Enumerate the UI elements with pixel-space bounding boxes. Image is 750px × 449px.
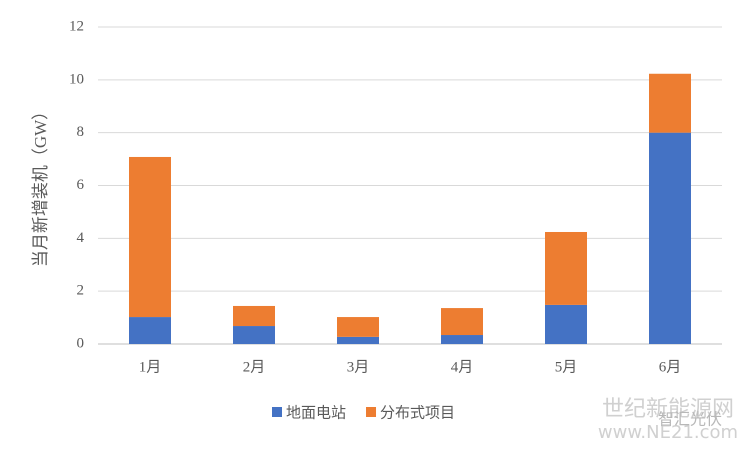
y-axis-label: 当月新增装机（GW） xyxy=(31,103,50,267)
bar-segment xyxy=(649,132,691,344)
x-tick-label: 4月 xyxy=(451,359,474,375)
bar-segment xyxy=(129,156,171,318)
bar-segment xyxy=(337,317,379,337)
y-tick-label: 6 xyxy=(77,177,85,193)
legend-label: 分布式项目 xyxy=(380,404,455,422)
watermark: 世纪新能源网 xyxy=(602,397,734,422)
bar-segment xyxy=(545,231,587,305)
y-tick-label: 12 xyxy=(69,18,84,34)
bar-segment xyxy=(233,326,275,344)
bar-segment xyxy=(337,336,379,344)
x-tick-label: 6月 xyxy=(659,359,682,375)
y-tick-label: 10 xyxy=(69,71,84,87)
y-tick-label: 8 xyxy=(77,124,85,140)
bar-segment xyxy=(545,304,587,344)
y-tick-label: 0 xyxy=(77,335,85,351)
y-tick-label: 4 xyxy=(77,230,85,246)
x-tick-label: 2月 xyxy=(243,359,266,375)
watermark: 智汇光伏 xyxy=(658,410,722,429)
bar-segment xyxy=(441,335,483,344)
x-tick-label: 5月 xyxy=(555,359,578,375)
legend-label: 地面电站 xyxy=(286,404,346,422)
legend-swatch xyxy=(272,407,282,417)
y-tick-label: 2 xyxy=(77,283,85,299)
bar-segment xyxy=(441,308,483,336)
x-tick-label: 1月 xyxy=(139,359,162,375)
bar-segment xyxy=(129,317,171,344)
bar-segment xyxy=(233,305,275,327)
x-tick-label: 3月 xyxy=(347,359,370,375)
legend-swatch xyxy=(366,407,377,417)
watermark: www.NE21.com xyxy=(598,422,738,443)
bar-segment xyxy=(649,73,691,133)
